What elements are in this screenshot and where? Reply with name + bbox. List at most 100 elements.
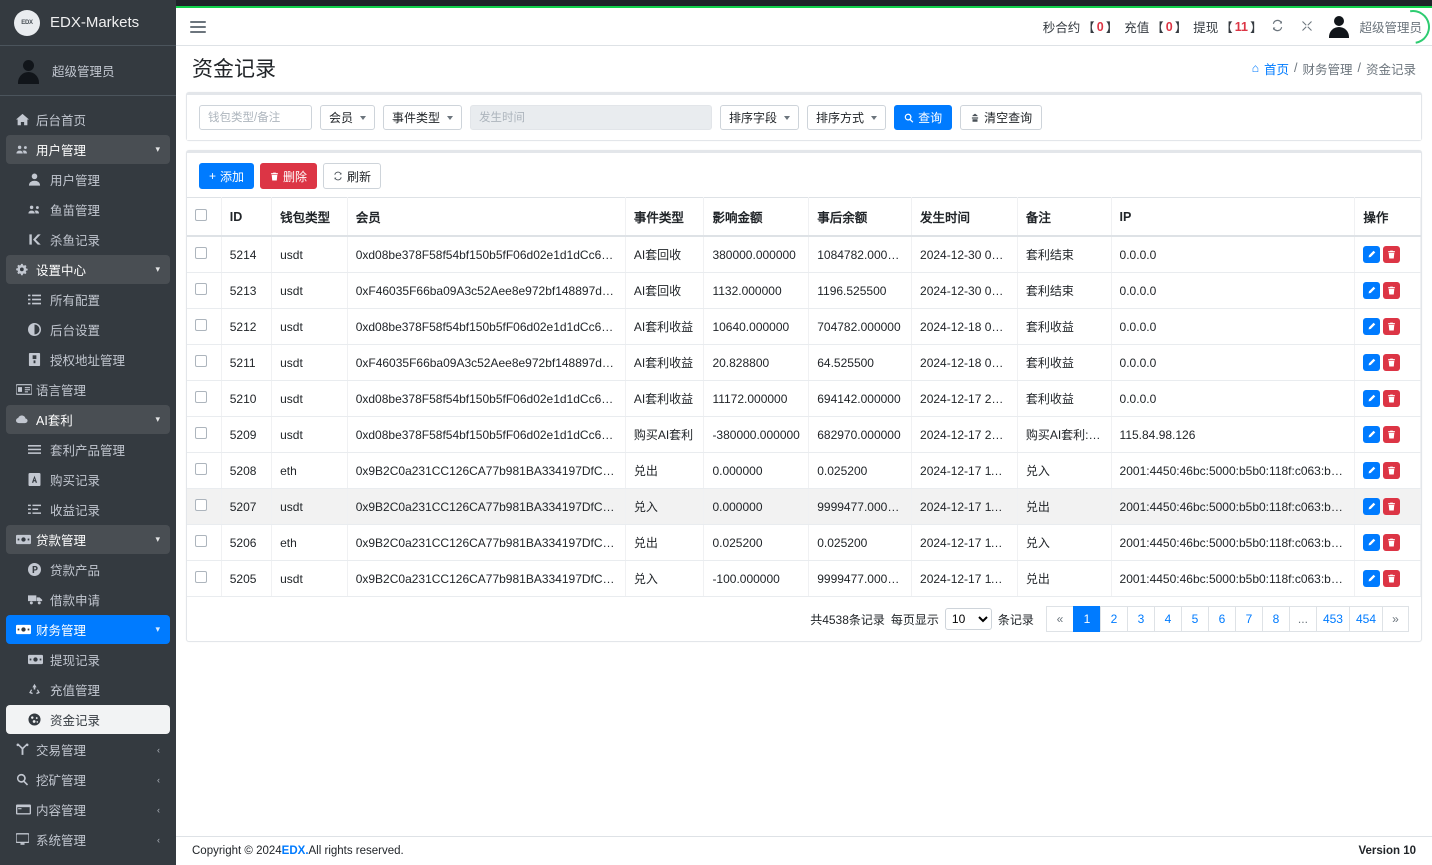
- sidebar-user-panel[interactable]: 超级管理员: [0, 46, 176, 96]
- delete-row-button[interactable]: [1383, 426, 1401, 443]
- page-button-453[interactable]: 453: [1315, 606, 1349, 632]
- edit-row-button[interactable]: [1363, 462, 1381, 479]
- row-checkbox[interactable]: [195, 319, 207, 331]
- page-button-3[interactable]: 3: [1126, 606, 1154, 632]
- delete-button[interactable]: 删除: [260, 163, 318, 189]
- breadcrumb-home[interactable]: 首页: [1263, 62, 1289, 77]
- sidebar-item-10[interactable]: AI套利 ▾: [6, 405, 170, 434]
- sidebar-item-23[interactable]: 内容管理 ‹: [6, 795, 170, 824]
- edit-row-button[interactable]: [1363, 318, 1381, 335]
- header-stat-withdraw[interactable]: 提现【11】: [1193, 17, 1262, 36]
- page-button-2[interactable]: 2: [1099, 606, 1127, 632]
- edit-row-button[interactable]: [1363, 354, 1381, 371]
- page-button-6[interactable]: 6: [1207, 606, 1235, 632]
- delete-row-button[interactable]: [1383, 354, 1401, 371]
- table-row[interactable]: 5208 eth 0x9B2C0a231CC126CA77b981BA334197D…: [187, 452, 1421, 489]
- page-button-4[interactable]: 4: [1153, 606, 1181, 632]
- sidebar-item-16[interactable]: 借款申请: [6, 585, 170, 614]
- delete-row-button[interactable]: [1383, 246, 1401, 263]
- reset-button[interactable]: 清空查询: [960, 105, 1043, 130]
- page-button-...[interactable]: ...: [1288, 606, 1316, 632]
- delete-row-button[interactable]: [1383, 570, 1401, 587]
- sidebar-item-14[interactable]: 贷款管理 ▾: [6, 525, 170, 554]
- page-button-«[interactable]: «: [1045, 606, 1073, 632]
- delete-row-button[interactable]: [1383, 282, 1401, 299]
- page-button-1[interactable]: 1: [1072, 606, 1100, 632]
- row-checkbox[interactable]: [195, 463, 207, 475]
- add-button[interactable]: + 添加: [199, 163, 255, 189]
- page-button-7[interactable]: 7: [1234, 606, 1262, 632]
- page-button-»[interactable]: »: [1382, 606, 1409, 632]
- sidebar-item-13[interactable]: 收益记录: [6, 495, 170, 524]
- sidebar-item-15[interactable]: 贷款产品: [6, 555, 170, 584]
- brand[interactable]: EDX EDX-Markets: [0, 0, 176, 46]
- edit-row-button[interactable]: [1363, 534, 1381, 551]
- refresh-button[interactable]: 刷新: [323, 163, 382, 189]
- sidebar-item-3[interactable]: 鱼苗管理: [6, 195, 170, 224]
- select-all-checkbox[interactable]: [195, 209, 207, 221]
- row-checkbox[interactable]: [195, 283, 207, 295]
- breadcrumb-parent[interactable]: 财务管理: [1302, 62, 1353, 77]
- edit-row-button[interactable]: [1363, 390, 1381, 407]
- expand-icon[interactable]: [1292, 19, 1322, 35]
- edit-row-button[interactable]: [1363, 246, 1381, 263]
- sidebar-item-0[interactable]: 后台首页: [6, 105, 170, 134]
- table-row[interactable]: 5211 usdt 0xF46035F66ba09A3c52Aee8e972bf14…: [187, 344, 1421, 381]
- member-dropdown[interactable]: 会员: [320, 105, 376, 130]
- sidebar-item-21[interactable]: 交易管理 ‹: [6, 735, 170, 764]
- delete-row-button[interactable]: [1383, 498, 1401, 515]
- sidebar-item-9[interactable]: 语言管理: [6, 375, 170, 404]
- event-type-dropdown[interactable]: 事件类型: [383, 105, 463, 130]
- header-user-menu[interactable]: 超级管理员: [1326, 3, 1432, 51]
- delete-row-button[interactable]: [1383, 318, 1401, 335]
- table-row[interactable]: 5207 usdt 0x9B2C0a231CC126CA77b981BA334197…: [187, 488, 1421, 525]
- sort-order-dropdown[interactable]: 排序方式: [807, 105, 887, 130]
- row-checkbox[interactable]: [195, 247, 207, 259]
- header-stat-recharge[interactable]: 充值【0】: [1124, 17, 1187, 36]
- table-row[interactable]: 5213 usdt 0xF46035F66ba09A3c52Aee8e972bf14…: [187, 272, 1421, 309]
- search-input[interactable]: [199, 105, 312, 130]
- table-row[interactable]: 5206 eth 0x9B2C0a231CC126CA77b981BA334197D…: [187, 524, 1421, 561]
- sidebar-item-4[interactable]: 杀鱼记录: [6, 225, 170, 254]
- sidebar-item-22[interactable]: 挖矿管理 ‹: [6, 765, 170, 794]
- edit-row-button[interactable]: [1363, 498, 1381, 515]
- page-button-8[interactable]: 8: [1261, 606, 1289, 632]
- page-button-5[interactable]: 5: [1180, 606, 1208, 632]
- per-page-select[interactable]: 102050100: [944, 608, 992, 630]
- delete-row-button[interactable]: [1383, 462, 1401, 479]
- date-range-input[interactable]: [470, 105, 713, 130]
- table-row[interactable]: 5210 usdt 0xd08be378F58f54bf150b5fF06d02e1…: [187, 380, 1421, 417]
- sidebar-item-12[interactable]: 购买记录: [6, 465, 170, 494]
- table-row[interactable]: 5209 usdt 0xd08be378F58f54bf150b5fF06d02e1…: [187, 416, 1421, 453]
- row-checkbox[interactable]: [195, 571, 207, 583]
- table-row[interactable]: 5205 usdt 0x9B2C0a231CC126CA77b981BA334197…: [187, 560, 1421, 597]
- row-checkbox[interactable]: [195, 499, 207, 511]
- sidebar-item-6[interactable]: 所有配置: [6, 285, 170, 314]
- sidebar-item-11[interactable]: 套利产品管理: [6, 435, 170, 464]
- sidebar-item-2[interactable]: 用户管理: [6, 165, 170, 194]
- sidebar-item-7[interactable]: 后台设置: [6, 315, 170, 344]
- edit-row-button[interactable]: [1363, 570, 1381, 587]
- menu-icon[interactable]: [190, 20, 206, 33]
- delete-row-button[interactable]: [1383, 390, 1401, 407]
- sidebar-item-20[interactable]: 资金记录: [6, 705, 170, 734]
- sidebar-item-19[interactable]: 充值管理: [6, 675, 170, 704]
- sidebar-item-17[interactable]: 财务管理 ▾: [6, 615, 170, 644]
- footer-brand-link[interactable]: EDX.: [281, 845, 309, 857]
- sidebar-item-8[interactable]: 授权地址管理: [6, 345, 170, 374]
- search-button[interactable]: 查询: [894, 105, 953, 130]
- sidebar-item-18[interactable]: 提现记录: [6, 645, 170, 674]
- table-row[interactable]: 5212 usdt 0xd08be378F58f54bf150b5fF06d02e1…: [187, 308, 1421, 345]
- sidebar-item-5[interactable]: 设置中心 ▾: [6, 255, 170, 284]
- edit-row-button[interactable]: [1363, 426, 1381, 443]
- row-checkbox[interactable]: [195, 535, 207, 547]
- row-checkbox[interactable]: [195, 427, 207, 439]
- delete-row-button[interactable]: [1383, 534, 1401, 551]
- edit-row-button[interactable]: [1363, 282, 1381, 299]
- table-row[interactable]: 5214 usdt 0xd08be378F58f54bf150b5fF06d02e1…: [187, 236, 1421, 273]
- header-stat-contract[interactable]: 秒合约【0】: [1043, 17, 1119, 36]
- refresh-icon[interactable]: [1262, 19, 1292, 35]
- page-button-454[interactable]: 454: [1348, 606, 1382, 632]
- sort-field-dropdown[interactable]: 排序字段: [720, 105, 800, 130]
- sidebar-item-24[interactable]: 系统管理 ‹: [6, 825, 170, 854]
